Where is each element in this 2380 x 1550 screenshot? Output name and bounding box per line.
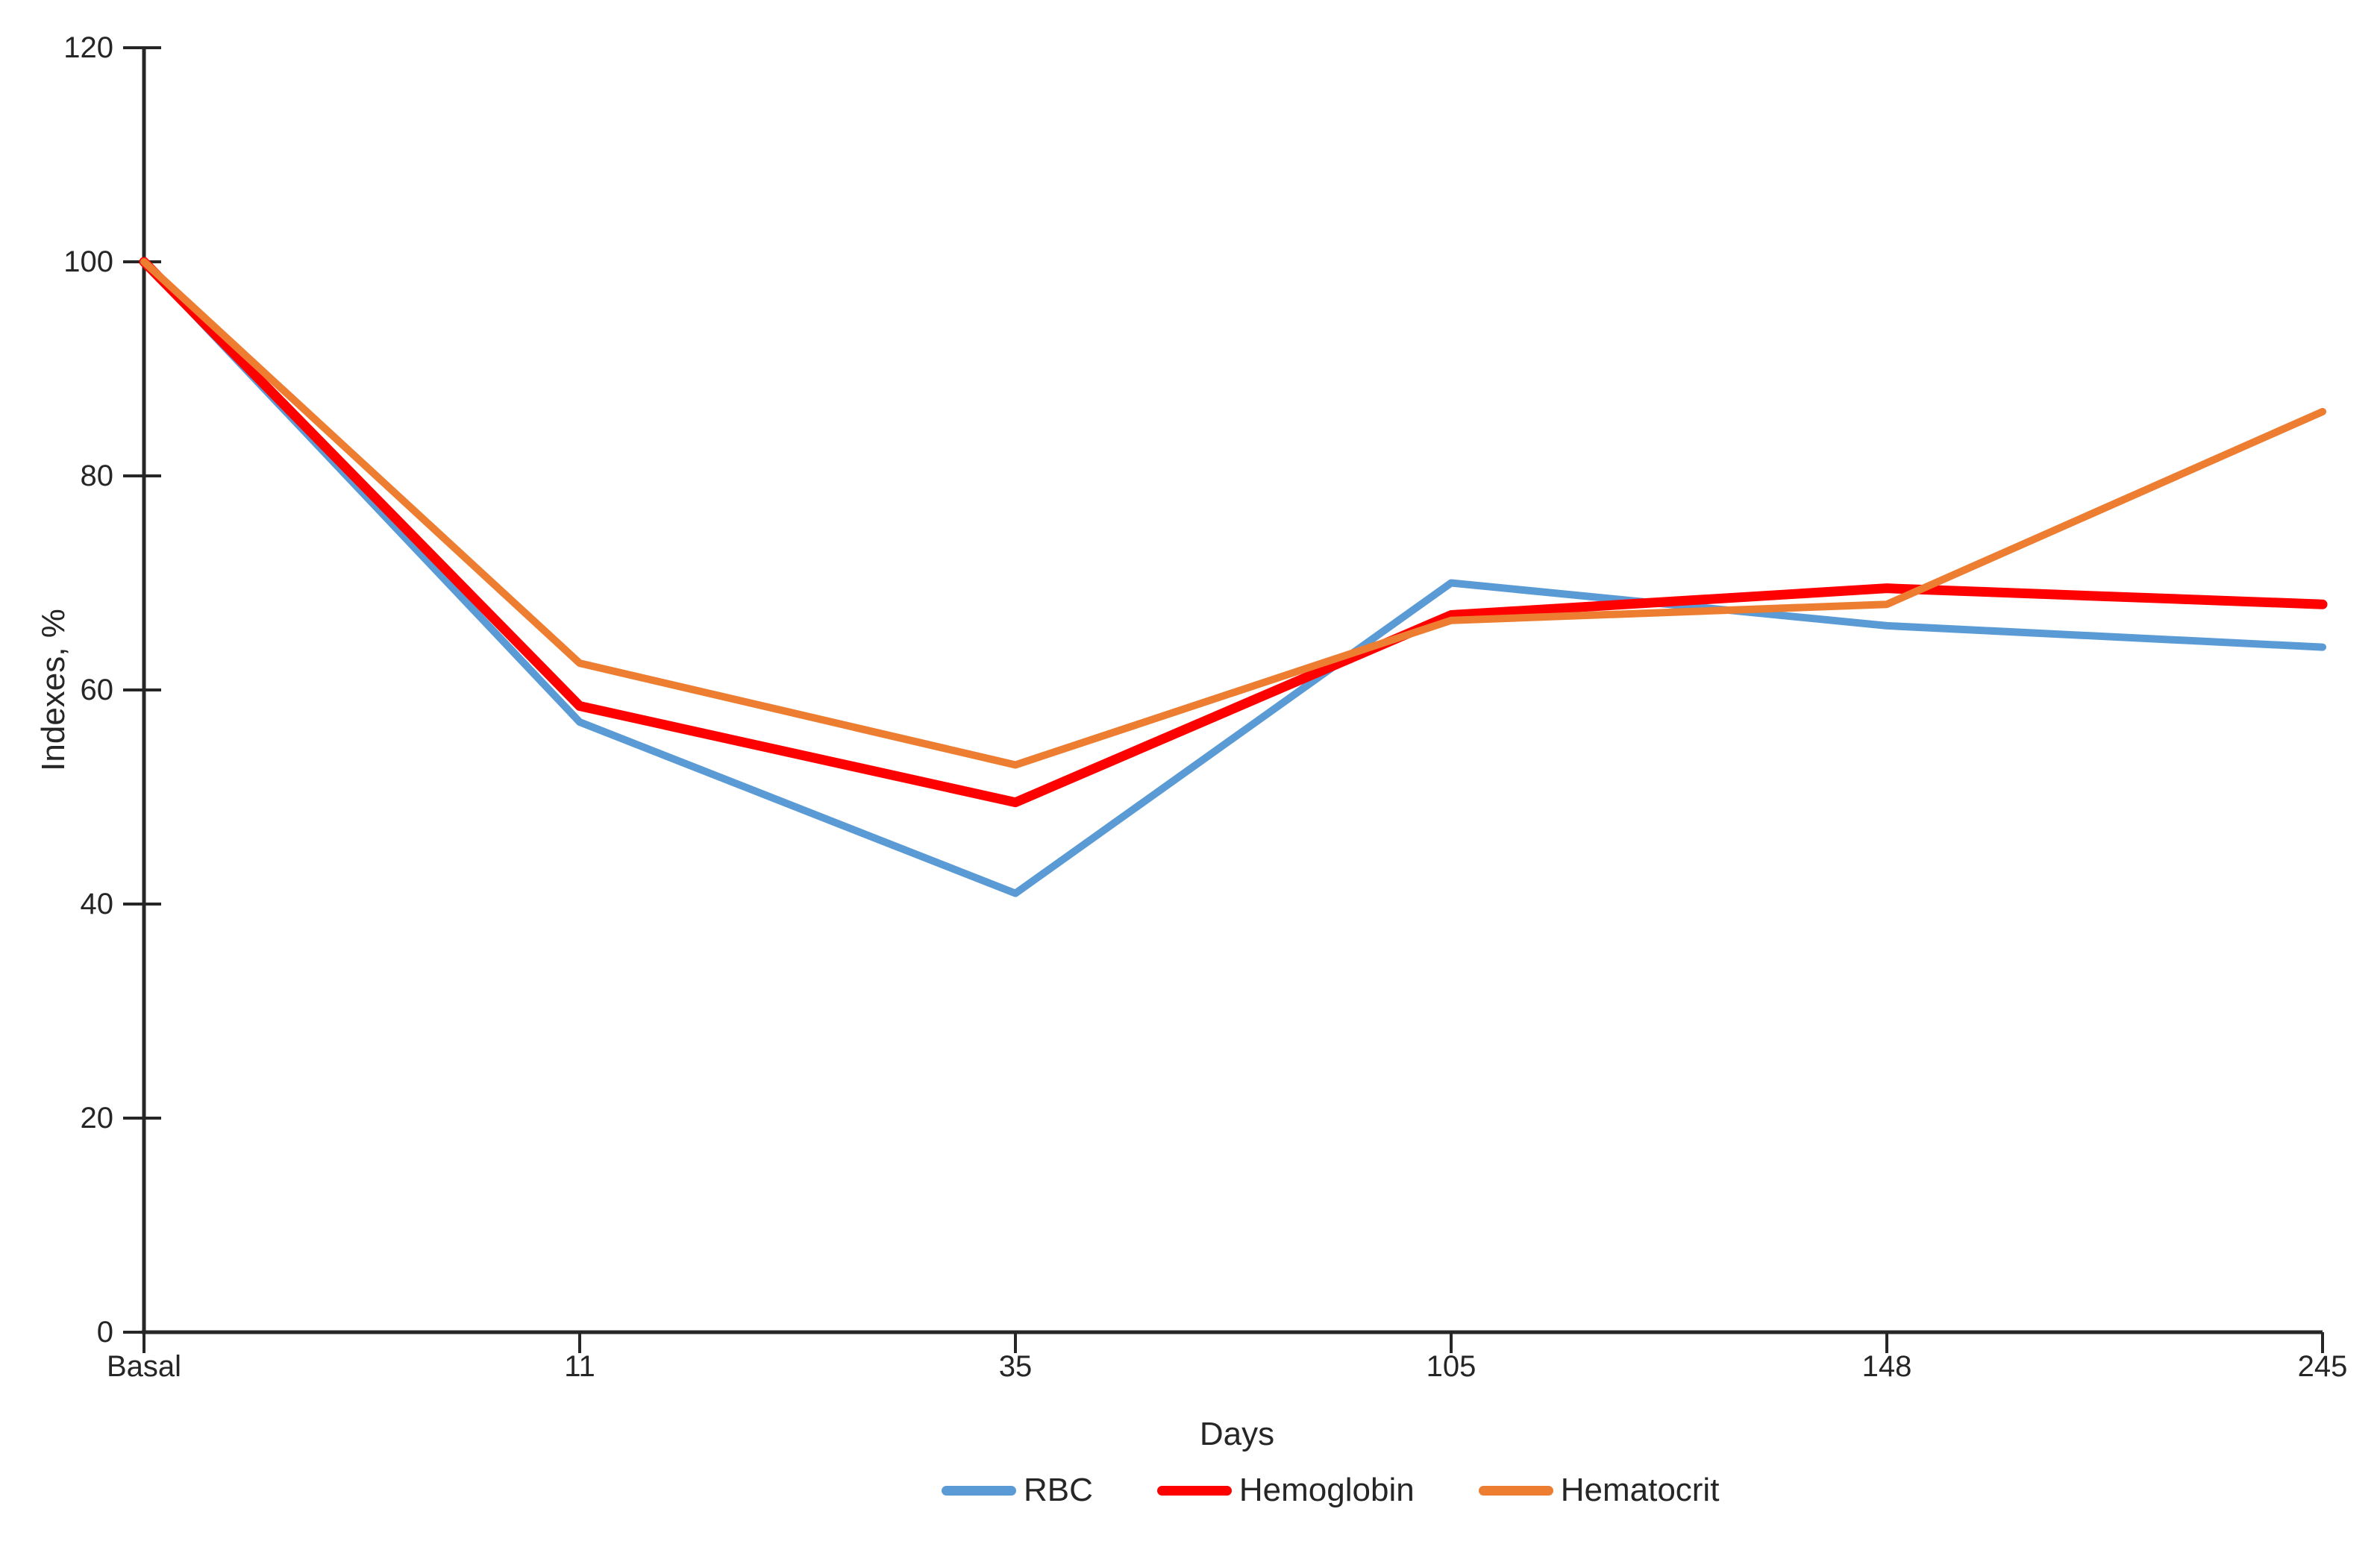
legend-item-hemoglobin: Hemoglobin	[1156, 1472, 1415, 1509]
x-tick-label: 148	[1861, 1350, 1912, 1383]
y-tick-label: 0	[96, 1316, 113, 1349]
series-line-hematocrit	[140, 258, 2326, 769]
x-tick-label: 245	[2297, 1350, 2348, 1383]
legend-item-rbc: RBC	[942, 1472, 1093, 1509]
y-axis-title: Indexes, %	[35, 609, 72, 771]
x-axis-title: Days	[1199, 1416, 1275, 1452]
y-tick-label: 100	[63, 245, 113, 278]
legend-label: Hematocrit	[1560, 1472, 1720, 1508]
series-line-hemoglobin	[139, 257, 2328, 808]
legend-swatch-icon	[1156, 1485, 1232, 1496]
y-tick-label: 40	[80, 888, 114, 920]
series-line-rbc	[140, 258, 2326, 897]
x-tick-label: 35	[998, 1350, 1033, 1383]
x-tick-label: Basal	[106, 1350, 182, 1383]
x-tick-label: 105	[1426, 1350, 1476, 1383]
y-tick-label: 20	[80, 1102, 114, 1135]
x-tick-label: 11	[564, 1350, 595, 1383]
legend: RBC Hemoglobin Hematocrit	[942, 1472, 1719, 1509]
legend-label: RBC	[1024, 1472, 1093, 1508]
legend-swatch-icon	[942, 1485, 1016, 1496]
legend-swatch-icon	[1478, 1485, 1553, 1496]
legend-label: Hemoglobin	[1238, 1472, 1415, 1508]
y-tick-label: 80	[80, 459, 114, 492]
y-tick-label: 60	[80, 674, 114, 706]
y-tick-label: 120	[63, 31, 113, 64]
legend-item-hematocrit: Hematocrit	[1478, 1472, 1720, 1509]
